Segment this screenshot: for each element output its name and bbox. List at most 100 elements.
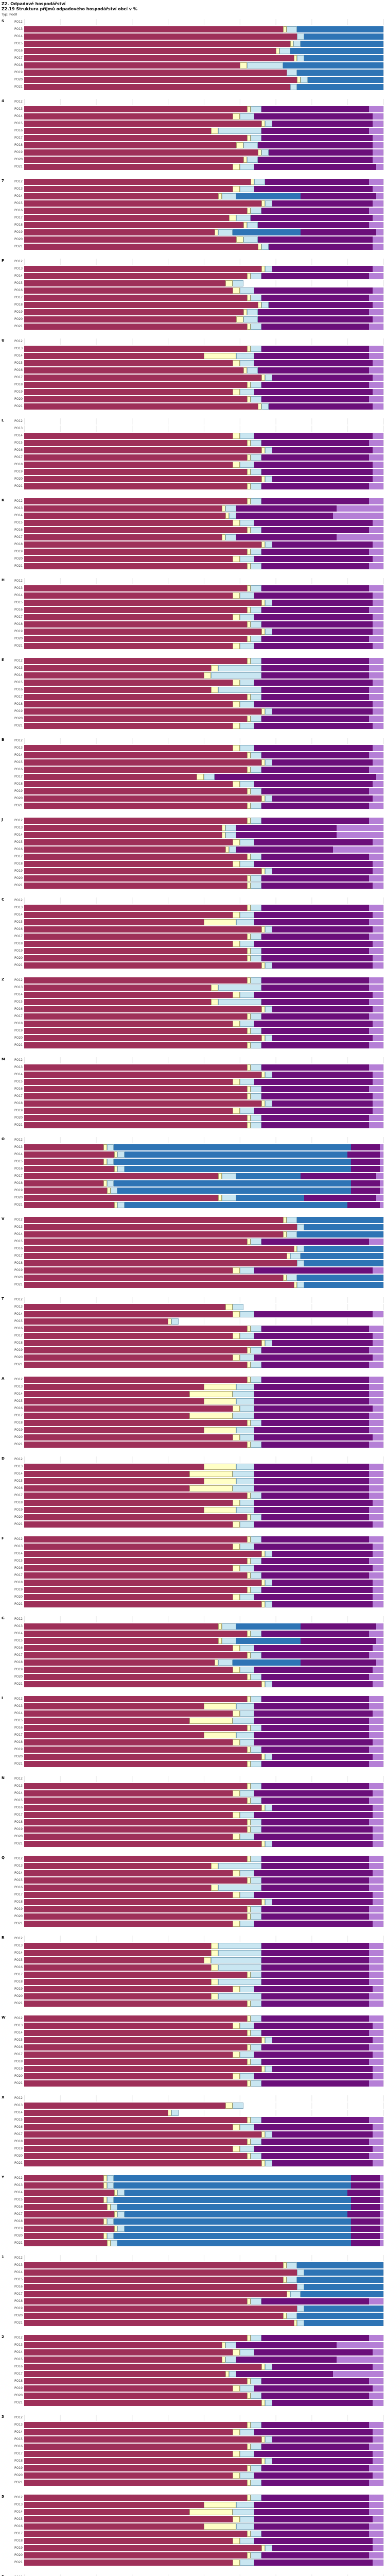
bar-row: PO20 bbox=[9, 1673, 384, 1681]
bar-segment-zivnostnici bbox=[283, 2277, 287, 2283]
bar-segment-zivnostnici bbox=[261, 868, 265, 874]
bar-segment-poplatek bbox=[24, 1362, 247, 1368]
bar-segment-prodej bbox=[243, 142, 258, 148]
bar-row: PO14 bbox=[9, 1710, 384, 1717]
bar-segment-skladky bbox=[261, 854, 370, 860]
bar-segment-poplatek bbox=[24, 1841, 261, 1847]
bar-track bbox=[24, 1282, 384, 1288]
bar-row: PO19 bbox=[9, 1187, 384, 1194]
bar-segment-ostatni bbox=[369, 1042, 383, 1048]
bar-track bbox=[24, 2400, 384, 2406]
bar-segment-ostatni bbox=[373, 883, 383, 889]
bar-segment-ostatni bbox=[369, 2117, 383, 2123]
bar-track bbox=[24, 1297, 384, 1303]
bar-row: PO19 bbox=[9, 2545, 384, 2552]
bar-segment-prodej bbox=[218, 999, 261, 1005]
bar-segment-skladky bbox=[261, 2298, 370, 2304]
bar-row: PO13 bbox=[9, 2262, 384, 2269]
row-label: PO14 bbox=[14, 354, 23, 358]
bar-row: PO16 bbox=[9, 1165, 384, 1173]
row-label: PO12 bbox=[14, 1697, 23, 1701]
bar-segment-skladky bbox=[254, 1311, 373, 1317]
row-label: PO15 bbox=[14, 1399, 23, 1403]
bar-segment-poplatek bbox=[24, 868, 261, 874]
bar-segment-prodej bbox=[243, 236, 258, 243]
bar-segment-ostatni bbox=[373, 360, 383, 366]
bar-segment-skladky bbox=[261, 1964, 370, 1971]
group-label: 2 bbox=[2, 2335, 4, 2339]
bar-group: Z PO12 PO13 PO14 PO15 PO16 PO17 PO18 PO19 PO20 PO2… bbox=[2, 977, 384, 1049]
bar-segment-skladky bbox=[254, 287, 373, 294]
bar-row: PO18 bbox=[9, 1100, 384, 1107]
bar-segment-prodej bbox=[250, 803, 261, 809]
bar-segment-ostatni bbox=[373, 2472, 383, 2479]
row-label: PO21 bbox=[14, 804, 23, 807]
bar-segment-poplatek bbox=[24, 1275, 283, 1281]
bar-segment-prodej bbox=[265, 1841, 272, 1847]
bar-row: PO16 bbox=[9, 2523, 384, 2530]
bar-track bbox=[24, 1580, 384, 1586]
row-label: PO13 bbox=[14, 906, 23, 909]
bar-segment-poplatek bbox=[24, 549, 247, 555]
bar-segment-zivnostnici bbox=[283, 26, 287, 32]
bar-segment-zivnostnici bbox=[232, 2472, 240, 2479]
bar-segment-zivnostnici bbox=[232, 287, 240, 294]
bar-segment-skladky bbox=[254, 861, 373, 867]
bar-row: PO12 bbox=[9, 2414, 384, 2421]
row-label: PO12 bbox=[14, 1138, 23, 1142]
bar-segment-eko-kom bbox=[125, 2190, 348, 2196]
bar-segment-skladky bbox=[261, 1885, 370, 1891]
bar-segment-zivnostnici bbox=[247, 803, 251, 809]
row-label: PO15 bbox=[14, 521, 23, 524]
bar-segment-poplatek bbox=[24, 2385, 233, 2392]
bar-segment-prodej bbox=[250, 2465, 261, 2471]
bar-segment-prodej bbox=[250, 2015, 261, 2022]
bar-segment-poplatek bbox=[24, 498, 247, 504]
bar-segment-prodej bbox=[171, 1318, 179, 1325]
row-label: PO14 bbox=[14, 1472, 23, 1476]
bar-segment-zivnostnici bbox=[261, 200, 265, 207]
bar-track bbox=[24, 84, 384, 90]
bar-segment-prodej bbox=[236, 1384, 254, 1390]
bar-track bbox=[24, 2495, 384, 2501]
row-label: PO20 bbox=[14, 1116, 23, 1120]
bar-segment-poplatek bbox=[24, 2313, 283, 2319]
bar-segment-zivnostnici bbox=[210, 1943, 218, 1949]
bar-segment-skladky bbox=[261, 905, 370, 911]
bar-segment-zivnostnici bbox=[247, 716, 251, 722]
bar-track bbox=[24, 803, 384, 809]
bar-segment-skladky bbox=[261, 1798, 370, 1804]
bar-segment-skladky bbox=[268, 244, 373, 250]
row-label: PO21 bbox=[14, 1922, 23, 1925]
bar-track bbox=[24, 236, 384, 243]
bar-segment-poplatek bbox=[24, 962, 261, 969]
bar-segment-zivnostnici bbox=[247, 2335, 251, 2341]
bar-segment-eko-kom bbox=[236, 1638, 301, 1644]
group-label: A bbox=[2, 1377, 5, 1381]
bar-track bbox=[24, 708, 384, 715]
bar-segment-prodej bbox=[210, 1957, 261, 1963]
bar-segment-zivnostnici bbox=[247, 1536, 251, 1543]
bar-track bbox=[24, 2342, 384, 2348]
bar-segment-prodej bbox=[239, 433, 254, 439]
bar-segment-zivnostnici bbox=[232, 643, 240, 649]
bar-segment-prodej bbox=[250, 2080, 261, 2087]
bar-segment-zivnostnici bbox=[210, 1885, 218, 1891]
bar-segment-ostatni bbox=[369, 1471, 383, 1477]
bar-track bbox=[24, 1093, 384, 1099]
bar-segment-zivnostnici bbox=[261, 708, 265, 715]
bar-segment-prodej bbox=[239, 1790, 254, 1797]
bar-segment-prodej bbox=[250, 1725, 261, 1731]
bar-segment-zivnostnici bbox=[232, 1812, 240, 1818]
bar-track bbox=[24, 433, 384, 439]
bar-segment-zivnostnici bbox=[247, 621, 251, 628]
bar-segment-prodej bbox=[171, 2110, 179, 2116]
bar-segment-ostatni bbox=[369, 2552, 383, 2558]
bar-row: PO14 bbox=[9, 2349, 384, 2356]
bar-track bbox=[24, 229, 384, 235]
bar-segment-poplatek bbox=[24, 2139, 247, 2145]
bar-segment-eko-kom bbox=[114, 2233, 352, 2239]
bar-segment-skladky bbox=[254, 1354, 373, 1361]
bar-segment-ostatni bbox=[373, 316, 383, 323]
bar-row: PO14 bbox=[9, 1071, 384, 1078]
